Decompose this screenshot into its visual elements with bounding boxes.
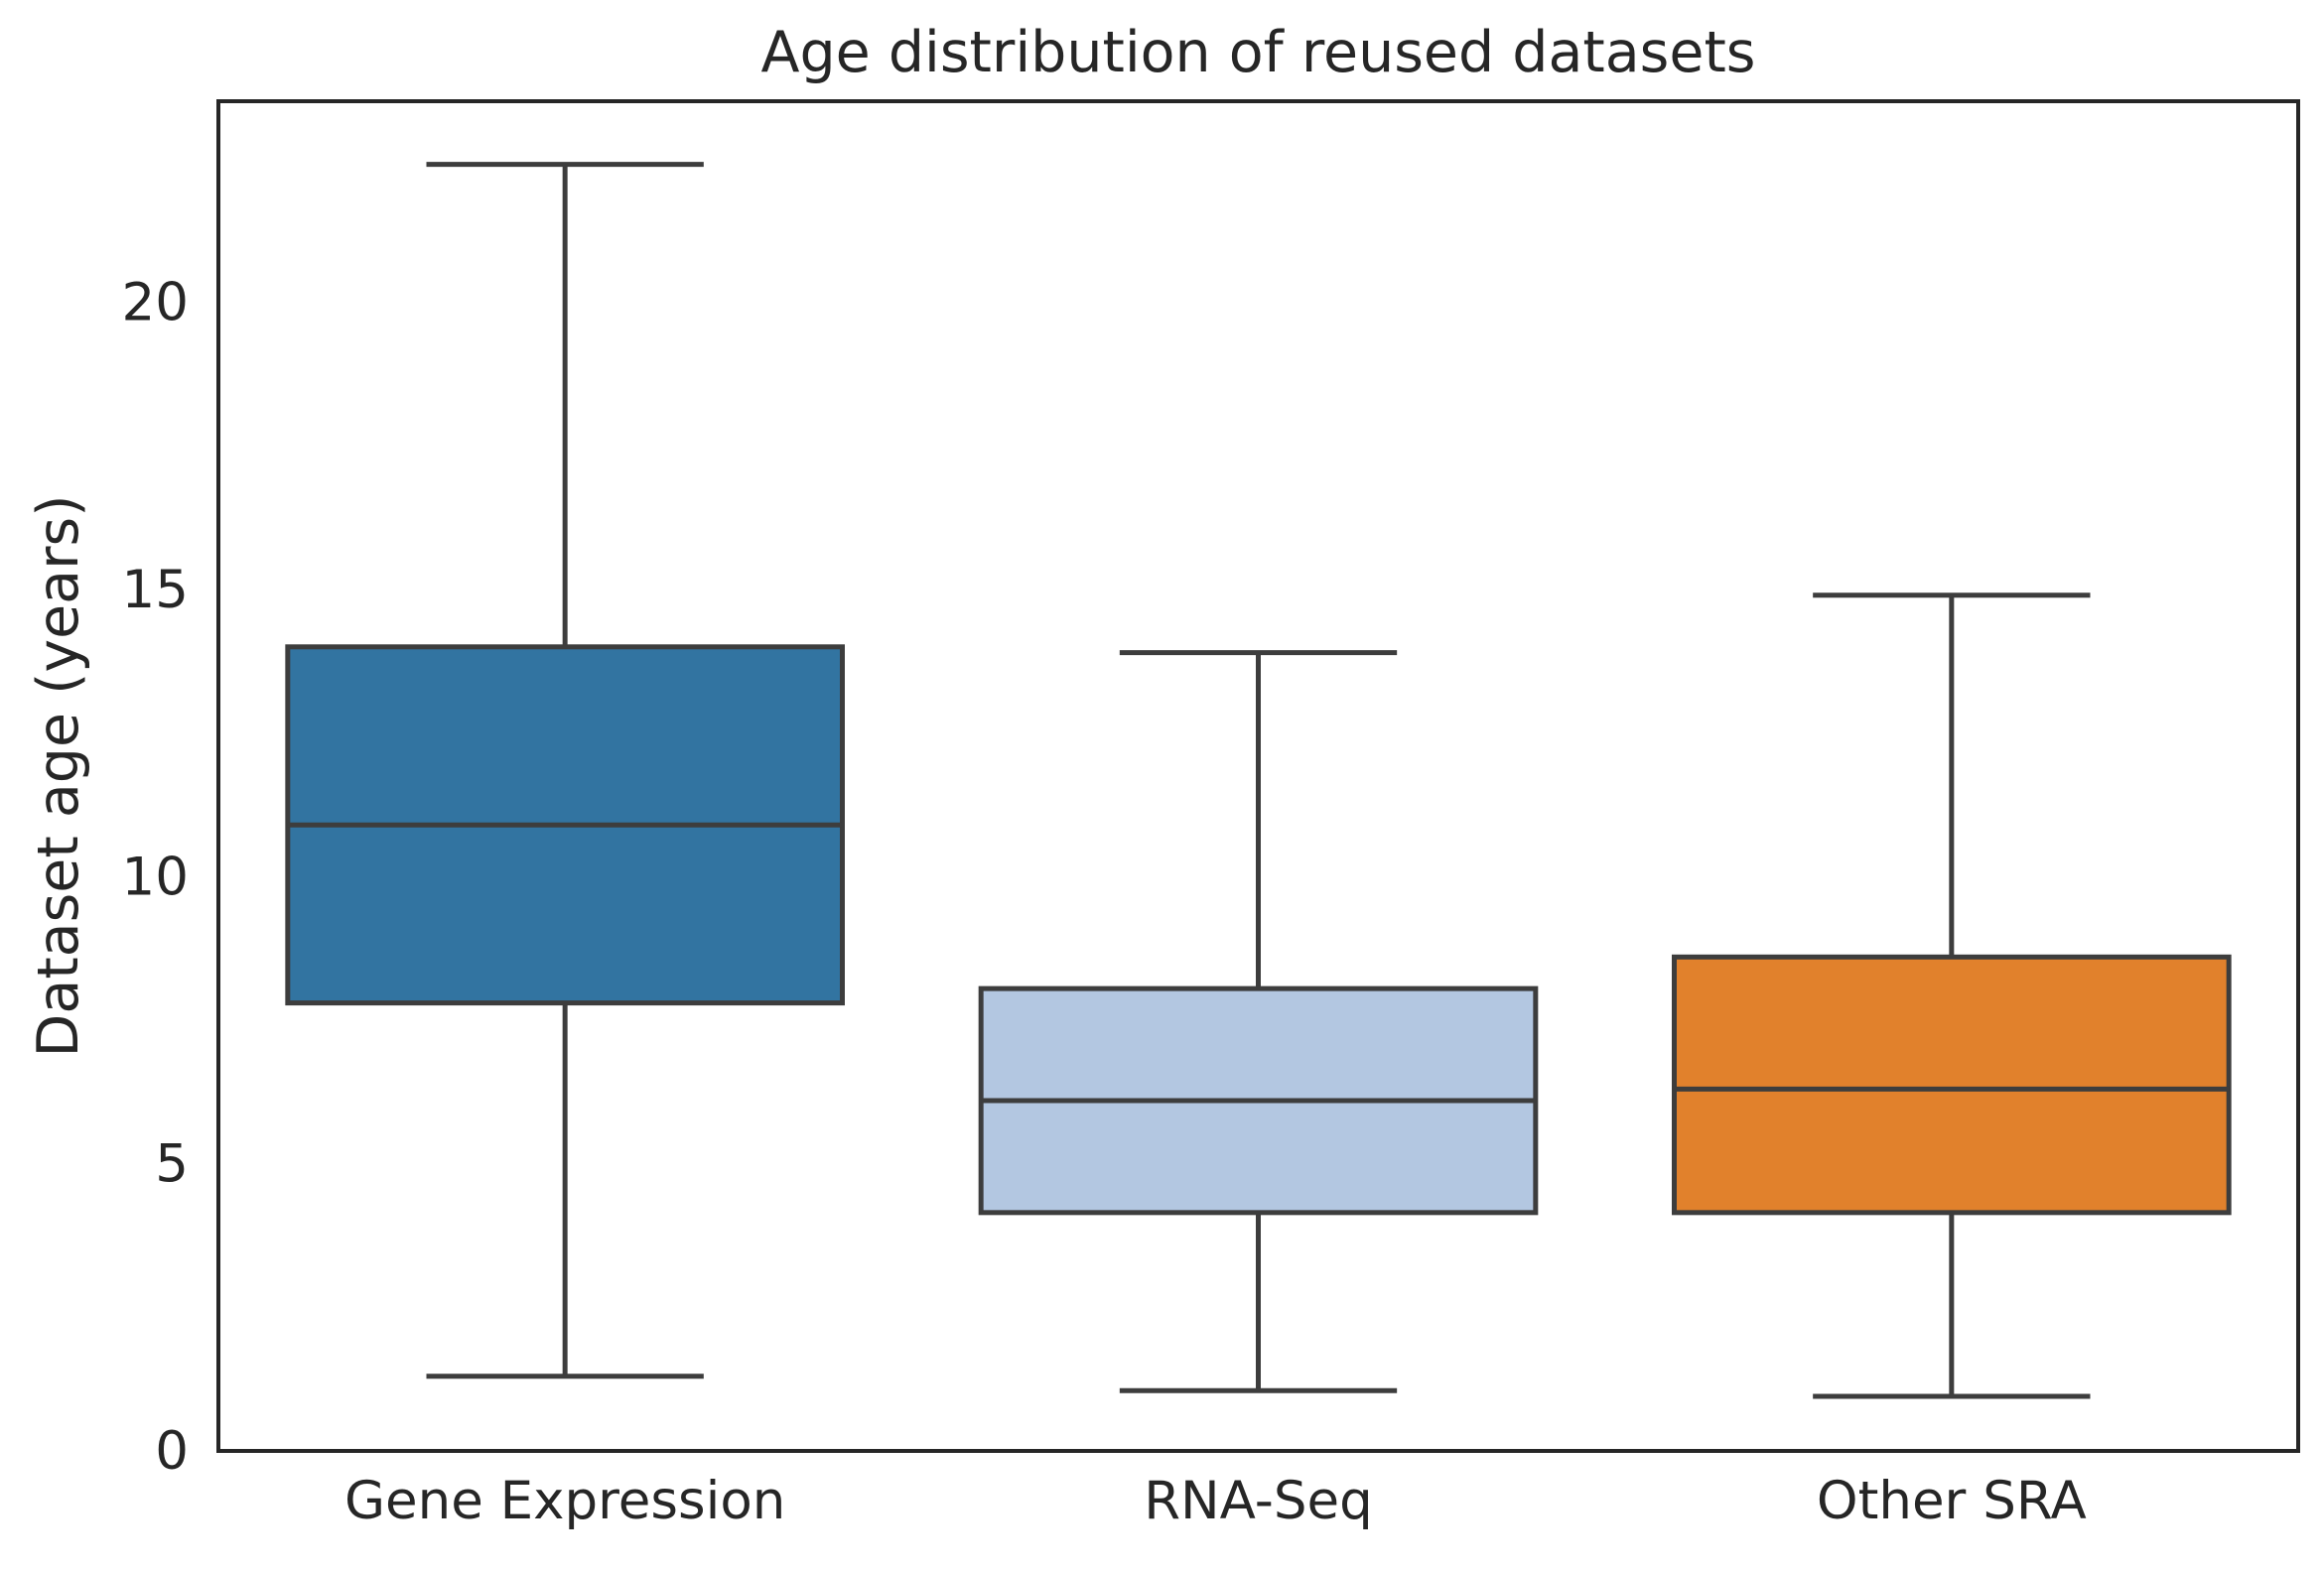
y-tick-label: 15	[122, 560, 189, 620]
box-group	[978, 650, 1539, 1393]
y-tick-label: 20	[122, 273, 189, 333]
y-axis-ticks: 0 5 10 15 20	[122, 273, 189, 1482]
y-axis-label: Dataset age (years)	[26, 495, 91, 1058]
x-tick-label: Gene Expression	[344, 1471, 785, 1531]
x-tick-label: RNA-Seq	[1144, 1471, 1373, 1531]
chart-title: Age distribution of reused datasets	[760, 20, 1755, 85]
box-iqr	[1672, 954, 2232, 1216]
x-tick-label: Other SRA	[1817, 1471, 2087, 1531]
y-tick-label: 0	[155, 1421, 189, 1482]
boxes-layer	[285, 162, 2232, 1399]
x-axis-ticks: Gene Expression RNA-Seq Other SRA	[344, 1471, 2087, 1531]
plot-frame	[216, 99, 2300, 1453]
box-group	[1672, 592, 2232, 1399]
box-group	[285, 162, 846, 1379]
y-tick-label: 10	[122, 847, 189, 907]
y-tick-label: 5	[155, 1134, 189, 1195]
